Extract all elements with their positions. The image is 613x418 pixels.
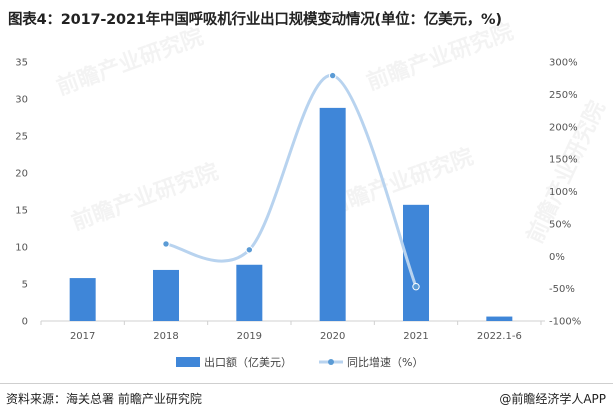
growth-point bbox=[162, 240, 170, 248]
y-left-tick-label: 20 bbox=[15, 169, 28, 180]
bar-export-value bbox=[153, 269, 179, 321]
legend-swatch-marker bbox=[328, 359, 334, 365]
x-tick-label: 2019 bbox=[237, 331, 262, 342]
watermark-text: 前瞻产业研究院 bbox=[53, 24, 207, 101]
x-tick-label: 2018 bbox=[153, 331, 178, 342]
x-tick-label: 2020 bbox=[320, 331, 345, 342]
y-right-tick-label: 50% bbox=[549, 219, 571, 230]
x-tick-label: 2021 bbox=[403, 331, 428, 342]
bar-export-value bbox=[236, 264, 263, 321]
watermark-text: 前瞻产业研究院 bbox=[363, 19, 517, 96]
growth-line bbox=[164, 74, 418, 289]
bars-layer bbox=[69, 107, 513, 321]
bar-export-value bbox=[69, 278, 96, 321]
legend-swatch-bar bbox=[176, 357, 200, 367]
y-left-tick-label: 30 bbox=[15, 95, 28, 106]
y-left-tick-label: 0 bbox=[22, 317, 28, 328]
y-left-tick-label: 25 bbox=[15, 132, 28, 143]
y-right-tick-label: 150% bbox=[549, 155, 578, 166]
y-right-tick-label: 250% bbox=[549, 90, 578, 101]
bar-export-value bbox=[486, 316, 513, 321]
growth-point bbox=[412, 282, 420, 291]
y-left-tick-label: 15 bbox=[15, 206, 28, 217]
y-left-tick-label: 5 bbox=[22, 280, 28, 291]
x-tick-label: 2017 bbox=[70, 331, 95, 342]
y-right-tick-label: 200% bbox=[549, 122, 578, 133]
x-tick-label: 2022.1-6 bbox=[477, 331, 522, 342]
watermark-text: 前瞻产业研究院 bbox=[323, 144, 477, 221]
growth-line-layer bbox=[162, 71, 420, 291]
brand-credit: @前瞻经济学人APP bbox=[499, 392, 606, 406]
y-right-tick-label: 300% bbox=[549, 58, 578, 69]
y-right-tick-label: -50% bbox=[549, 284, 575, 295]
y-right-tick-label: -100% bbox=[549, 317, 581, 328]
legend-label-bar: 出口额（亿美元） bbox=[204, 355, 292, 369]
y-left-tick-label: 35 bbox=[15, 58, 28, 69]
axes-layer: 0 5 10 15 20 25 30 35 -100% -50% 0% 50% 100% 150% 200%… bbox=[15, 58, 581, 343]
y-right-tick-label: 0% bbox=[549, 252, 565, 263]
y-left-tick-label: 10 bbox=[15, 243, 28, 254]
chart-title: 图表4：2017-2021年中国呼吸机行业出口规模变动情况(单位：亿美元，%) bbox=[8, 12, 502, 28]
growth-point bbox=[328, 71, 337, 80]
bar-export-value bbox=[319, 107, 346, 321]
legend: 出口额（亿美元） 同比增速（%） bbox=[176, 355, 423, 369]
footer-divider bbox=[0, 383, 613, 384]
legend-label-line: 同比增速（%） bbox=[347, 355, 423, 369]
y-right-tick-label: 100% bbox=[549, 187, 578, 198]
source-note: 资料来源：海关总署 前瞻产业研究院 bbox=[6, 392, 202, 406]
growth-point bbox=[245, 246, 254, 254]
watermark-text: 前瞻产业研究院 bbox=[68, 159, 222, 236]
